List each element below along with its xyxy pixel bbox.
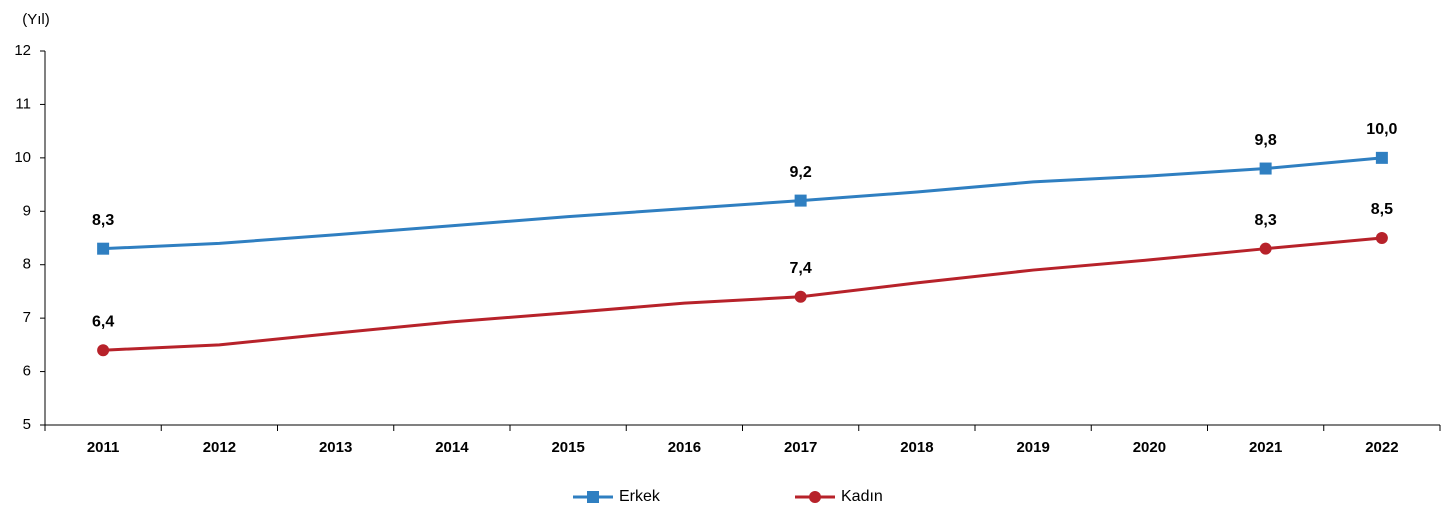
x-tick-label: 2016 <box>668 439 701 456</box>
x-tick-label: 2015 <box>551 439 584 456</box>
data-label: 10,0 <box>1366 121 1397 138</box>
x-tick-label: 2022 <box>1365 439 1398 456</box>
data-label: 9,8 <box>1255 132 1277 149</box>
point <box>97 344 110 357</box>
x-tick-label: 2020 <box>1133 439 1166 456</box>
legend-marker <box>809 491 821 503</box>
y-tick-label: 6 <box>23 363 31 380</box>
data-label: 8,3 <box>92 212 114 229</box>
data-label: 7,4 <box>790 260 812 277</box>
point <box>794 290 807 303</box>
y-tick-label: 11 <box>15 95 31 112</box>
x-tick-label: 2013 <box>319 439 352 456</box>
x-tick-label: 2014 <box>435 439 469 456</box>
y-axis-label: (Yıl) <box>22 11 50 28</box>
data-label: 6,4 <box>92 313 114 330</box>
point <box>1375 232 1388 244</box>
series-line <box>103 156 1383 251</box>
legend-label: Erkek <box>619 488 661 505</box>
point <box>97 242 110 255</box>
y-tick-label: 12 <box>14 42 31 59</box>
point <box>1259 242 1272 255</box>
series-line <box>103 236 1383 352</box>
y-tick-label: 9 <box>23 202 31 219</box>
data-label: 9,2 <box>790 164 812 181</box>
y-tick-label: 8 <box>23 256 31 273</box>
x-tick-label: 2011 <box>87 439 120 456</box>
point <box>1375 151 1388 164</box>
point <box>1259 162 1272 175</box>
data-label: 8,5 <box>1371 201 1393 218</box>
point <box>794 194 807 207</box>
data-label: 8,3 <box>1255 212 1277 229</box>
x-tick-label: 2012 <box>203 439 236 456</box>
x-tick-label: 2018 <box>900 439 933 456</box>
y-tick-label: 10 <box>14 149 31 166</box>
x-tick-label: 2017 <box>784 439 817 456</box>
legend-marker <box>587 491 599 503</box>
y-tick-label: 7 <box>23 309 31 326</box>
x-tick-label: 2019 <box>1016 439 1049 456</box>
y-tick-label: 5 <box>23 416 31 433</box>
legend-label: Kadın <box>841 488 883 505</box>
x-tick-label: 2021 <box>1249 439 1282 456</box>
